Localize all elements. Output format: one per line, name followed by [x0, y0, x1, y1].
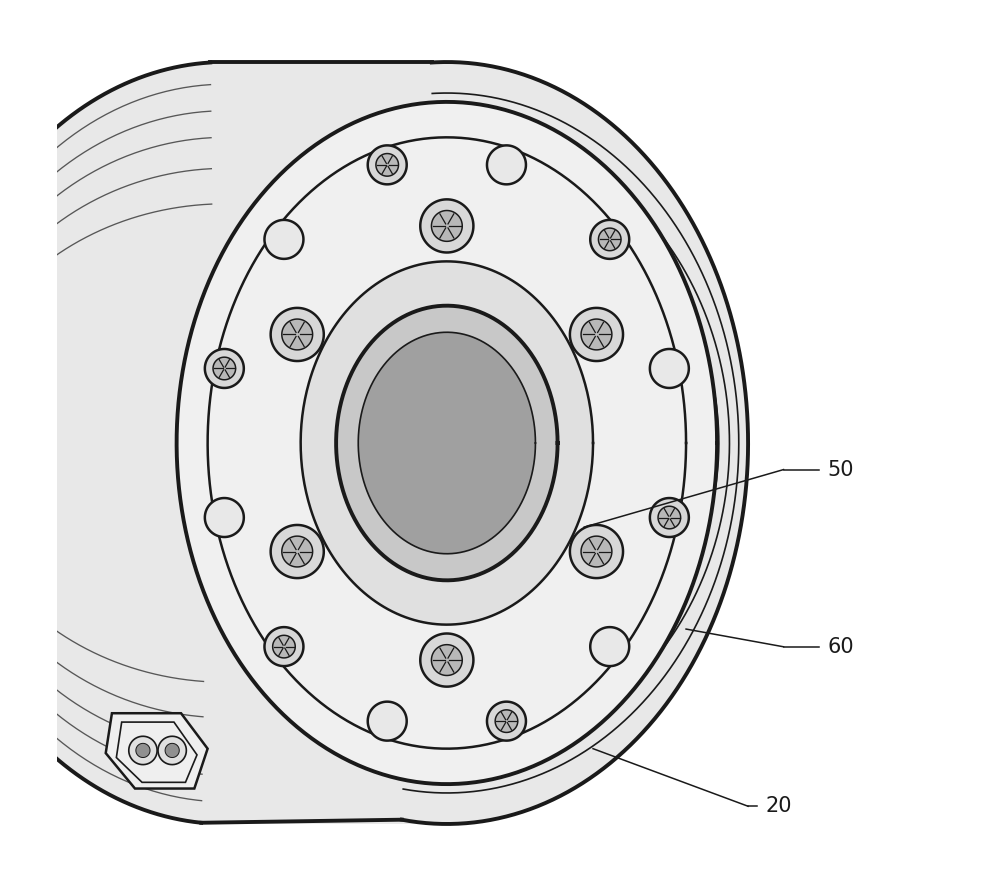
Polygon shape: [590, 627, 629, 666]
Polygon shape: [301, 261, 593, 625]
Polygon shape: [650, 498, 689, 537]
Polygon shape: [205, 349, 244, 388]
Polygon shape: [368, 145, 407, 184]
Polygon shape: [282, 319, 313, 350]
Polygon shape: [581, 536, 612, 567]
Polygon shape: [264, 220, 303, 259]
Polygon shape: [106, 713, 208, 789]
Polygon shape: [368, 702, 407, 741]
Polygon shape: [431, 645, 462, 675]
Polygon shape: [358, 332, 535, 554]
Polygon shape: [376, 153, 399, 176]
Polygon shape: [658, 506, 681, 529]
Text: 20: 20: [766, 797, 792, 816]
Polygon shape: [495, 710, 518, 733]
Polygon shape: [136, 743, 150, 758]
Polygon shape: [129, 736, 157, 765]
Polygon shape: [487, 145, 526, 184]
Polygon shape: [420, 199, 473, 253]
Text: 50: 50: [828, 460, 854, 479]
Polygon shape: [487, 702, 526, 741]
Polygon shape: [158, 736, 186, 765]
Polygon shape: [0, 62, 748, 824]
Polygon shape: [282, 536, 313, 567]
Polygon shape: [271, 525, 324, 578]
Polygon shape: [205, 498, 244, 537]
Polygon shape: [570, 525, 623, 578]
Polygon shape: [264, 627, 303, 666]
Polygon shape: [271, 308, 324, 361]
Polygon shape: [177, 102, 717, 784]
Polygon shape: [598, 228, 621, 251]
Polygon shape: [273, 635, 295, 658]
Polygon shape: [165, 743, 179, 758]
Polygon shape: [336, 306, 558, 580]
Polygon shape: [431, 211, 462, 241]
Polygon shape: [590, 220, 629, 259]
Polygon shape: [650, 349, 689, 388]
Polygon shape: [581, 319, 612, 350]
Text: 60: 60: [828, 637, 854, 657]
Polygon shape: [570, 308, 623, 361]
Polygon shape: [420, 633, 473, 687]
Polygon shape: [213, 357, 236, 380]
